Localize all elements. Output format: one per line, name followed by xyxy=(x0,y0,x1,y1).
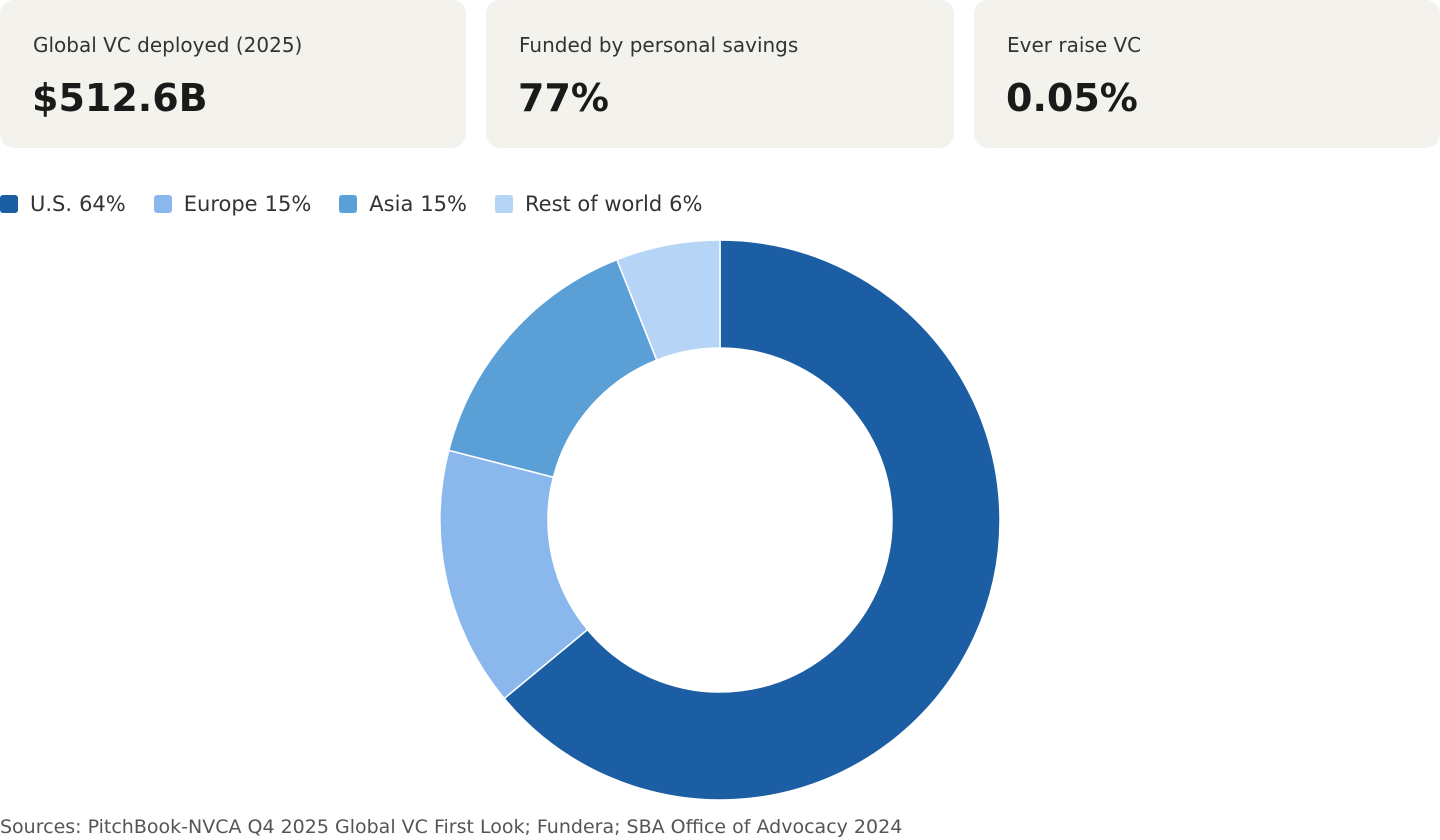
legend-item: Rest of world 6% xyxy=(495,192,702,216)
legend-swatch xyxy=(495,195,513,213)
card-label: Ever raise VC xyxy=(1007,33,1142,57)
legend-label: U.S. xyxy=(30,192,73,216)
legend-label: Rest of world xyxy=(525,192,663,216)
card-value: 77% xyxy=(518,76,609,120)
legend-value: 15% xyxy=(420,192,467,216)
legend-swatch xyxy=(153,195,172,213)
legend-value: 15% xyxy=(264,192,312,216)
stat-card: Ever raise VC 0.05% xyxy=(974,0,1440,148)
legend-value: 64% xyxy=(79,192,126,216)
stat-card: Global VC deployed (2025) $512.6B xyxy=(0,0,466,148)
source-note: Sources: PitchBook-NVCA Q4 2025 Global V… xyxy=(0,816,903,838)
donut-segment xyxy=(503,239,1001,801)
stat-cards: Global VC deployed (2025) $512.6B Funded… xyxy=(0,0,1440,148)
card-label: Funded by personal savings xyxy=(519,33,799,57)
legend-label: Europe xyxy=(183,192,258,216)
donut-segment xyxy=(615,239,721,362)
legend-swatch xyxy=(0,195,18,213)
legend-item: Asia 15% xyxy=(339,192,467,216)
card-value: 0.05% xyxy=(1006,76,1138,120)
legend-value: 6% xyxy=(669,192,703,216)
stat-card: Funded by personal savings 77% xyxy=(486,0,954,148)
donut-segment xyxy=(447,258,658,479)
legend-item: Europe 15% xyxy=(153,192,312,216)
legend-swatch xyxy=(339,195,358,213)
legend: U.S. 64% Europe 15% Asia 15% Rest of world 6% xyxy=(0,192,730,216)
legend-label: Asia xyxy=(369,192,414,216)
donut-chart xyxy=(439,239,1001,801)
card-label: Global VC deployed (2025) xyxy=(33,33,303,57)
legend-item: U.S. 64% xyxy=(0,192,126,216)
card-value: $512.6B xyxy=(32,76,208,120)
